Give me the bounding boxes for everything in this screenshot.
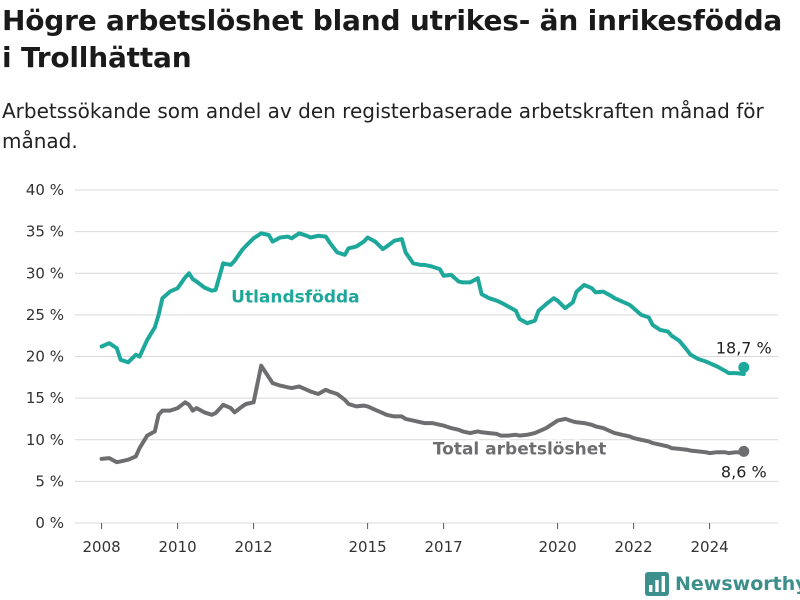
chart-title: Högre arbetslöshet bland utrikes- än inr… [2, 4, 783, 74]
series-line-0 [99, 231, 746, 376]
y-tick-label: 35 % [26, 223, 64, 241]
chart-subtitle: Arbetssökande som andel av den registerb… [2, 99, 764, 153]
x-tick-label: 2015 [349, 538, 387, 556]
x-tick-label: 2024 [691, 538, 729, 556]
series-end-point-0 [738, 361, 750, 373]
series-labels: 18,7 % 8,6 % Utlandsfödda Total arbetslöshe… [229, 285, 772, 481]
y-tick-label: 40 % [26, 181, 64, 199]
y-tick-label: 5 % [35, 472, 64, 490]
y-tick-label: 30 % [26, 264, 64, 282]
x-tick-label: 2017 [425, 538, 463, 556]
y-tick-label: 10 % [26, 431, 64, 449]
series-name-label-0: Utlandsfödda [231, 287, 360, 307]
gridlines [75, 189, 778, 524]
x-tick-label: 2008 [83, 538, 121, 556]
series-line-1 [99, 363, 746, 465]
end-value-label-0: 18,7 % [716, 338, 772, 357]
end-value-label-1: 8,6 % [721, 462, 767, 481]
series-lines [99, 231, 750, 465]
y-tick-label: 0 % [35, 514, 64, 532]
x-tick-label: 2022 [615, 538, 653, 556]
newsworthy-logo-icon [645, 572, 669, 596]
x-tick-label: 2010 [159, 538, 197, 556]
y-axis: 0 % 5 % 10 % 15 % 20 % 25 % 30 % 35 % 40 % [26, 181, 64, 532]
y-tick-label: 25 % [26, 306, 64, 324]
x-tick-label: 2012 [235, 538, 273, 556]
x-axis: 2008 2010 2012 2015 2017 2020 2022 2024 [83, 523, 729, 556]
brand-name: Newsworthy [675, 573, 800, 595]
x-tick-label: 2020 [539, 538, 577, 556]
series-end-point-1 [738, 445, 750, 457]
y-tick-label: 15 % [26, 389, 64, 407]
series-name-label-1: Total arbetslöshet [433, 440, 607, 460]
y-tick-label: 20 % [26, 348, 64, 366]
brand-logo: Newsworthy [645, 569, 800, 599]
